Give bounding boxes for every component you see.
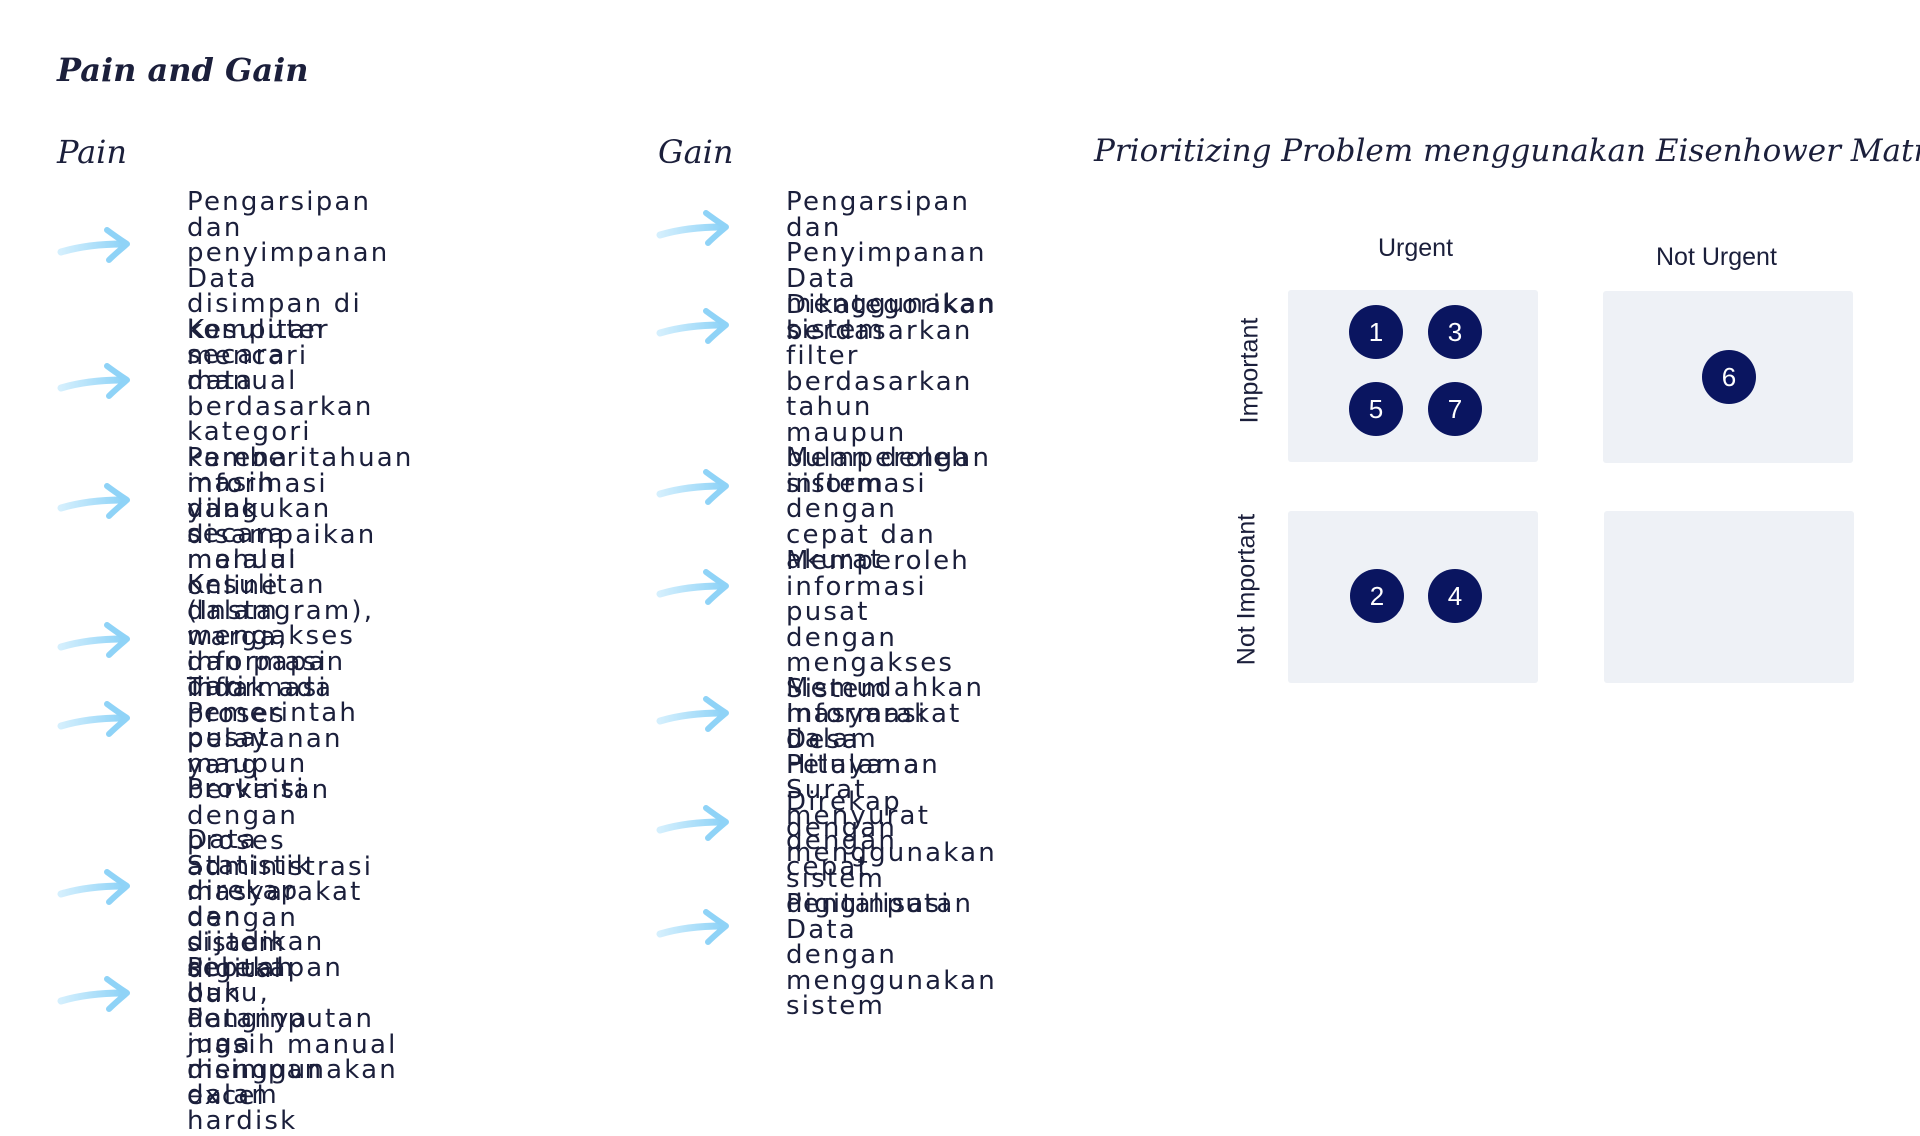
- right-arrow-icon: [656, 303, 732, 349]
- right-arrow-icon: [57, 617, 133, 663]
- problem-badge-4: 4: [1428, 569, 1482, 623]
- pain-item-text: Pengarsipan dan penyimpanan Data disimpa…: [187, 187, 390, 396]
- gain-item-text: Memperoleh informasi pusat dengan mengak…: [786, 546, 970, 780]
- right-arrow-icon: [57, 478, 133, 524]
- right-arrow-icon: [57, 358, 133, 404]
- pain-item-text: Perekapan dan Penginputan masih manual m…: [187, 953, 398, 1111]
- quadrant-important-not-urgent: 6: [1603, 291, 1853, 463]
- right-arrow-icon: [57, 971, 133, 1017]
- gain-item-text: Pengarsipan dan Penyimpanan Data menggun…: [786, 187, 997, 345]
- right-arrow-icon: [656, 904, 732, 950]
- column-label-urgent: Urgent: [1378, 234, 1454, 262]
- quadrant-not-important-not-urgent: [1604, 511, 1854, 683]
- gain-heading: Gain: [658, 133, 734, 171]
- problem-badge-1: 1: [1349, 305, 1403, 359]
- row-label-not-important: Not Important: [1232, 513, 1261, 666]
- right-arrow-icon: [656, 205, 732, 251]
- pain-item-text: Tidak ada proses pelayanan yang berkaita…: [187, 673, 374, 984]
- pain-item-text: Kesulitan dalam mengakses informasi dari…: [187, 570, 359, 804]
- problem-badge-6: 6: [1702, 350, 1756, 404]
- page-title: Pain and Gain: [57, 51, 309, 89]
- pain-item-text: Pemberitahuan informasi yang disampaikan…: [187, 443, 414, 703]
- gain-item-text: Memperoleh informasi dengan cepat dan ak…: [786, 443, 970, 575]
- problem-badge-3: 3: [1428, 305, 1482, 359]
- problem-badge-2: 2: [1350, 569, 1404, 623]
- row-label-important: Important: [1235, 317, 1264, 424]
- pain-item-text: Kesulitan mencari data berdasarkan kateg…: [187, 315, 374, 575]
- right-arrow-icon: [656, 691, 732, 737]
- gain-item-text: Memudahkan masyarakat dalam Pelayanan Su…: [786, 673, 985, 882]
- gain-item-text: Penginputan Data dengan menggunakan sist…: [786, 889, 997, 1021]
- right-arrow-icon: [656, 800, 732, 846]
- matrix-title: Prioritizing Problem menggunakan Eisenho…: [1094, 133, 1920, 169]
- problem-badge-5: 5: [1349, 382, 1403, 436]
- column-label-not-urgent: Not Urgent: [1656, 243, 1777, 271]
- problem-badge-7: 7: [1428, 382, 1482, 436]
- gain-item-text: Direkap dengan menggunakan sistem digita…: [786, 787, 997, 919]
- pain-item-text: Data Statistik direkap dan dijadikan seb…: [187, 825, 325, 1136]
- right-arrow-icon: [656, 464, 732, 510]
- gain-item-text: Dikategorikan berdasarkan filter berdasa…: [786, 290, 996, 499]
- pain-heading: Pain: [57, 133, 128, 171]
- right-arrow-icon: [57, 222, 133, 268]
- right-arrow-icon: [656, 564, 732, 610]
- right-arrow-icon: [57, 696, 133, 742]
- right-arrow-icon: [57, 864, 133, 910]
